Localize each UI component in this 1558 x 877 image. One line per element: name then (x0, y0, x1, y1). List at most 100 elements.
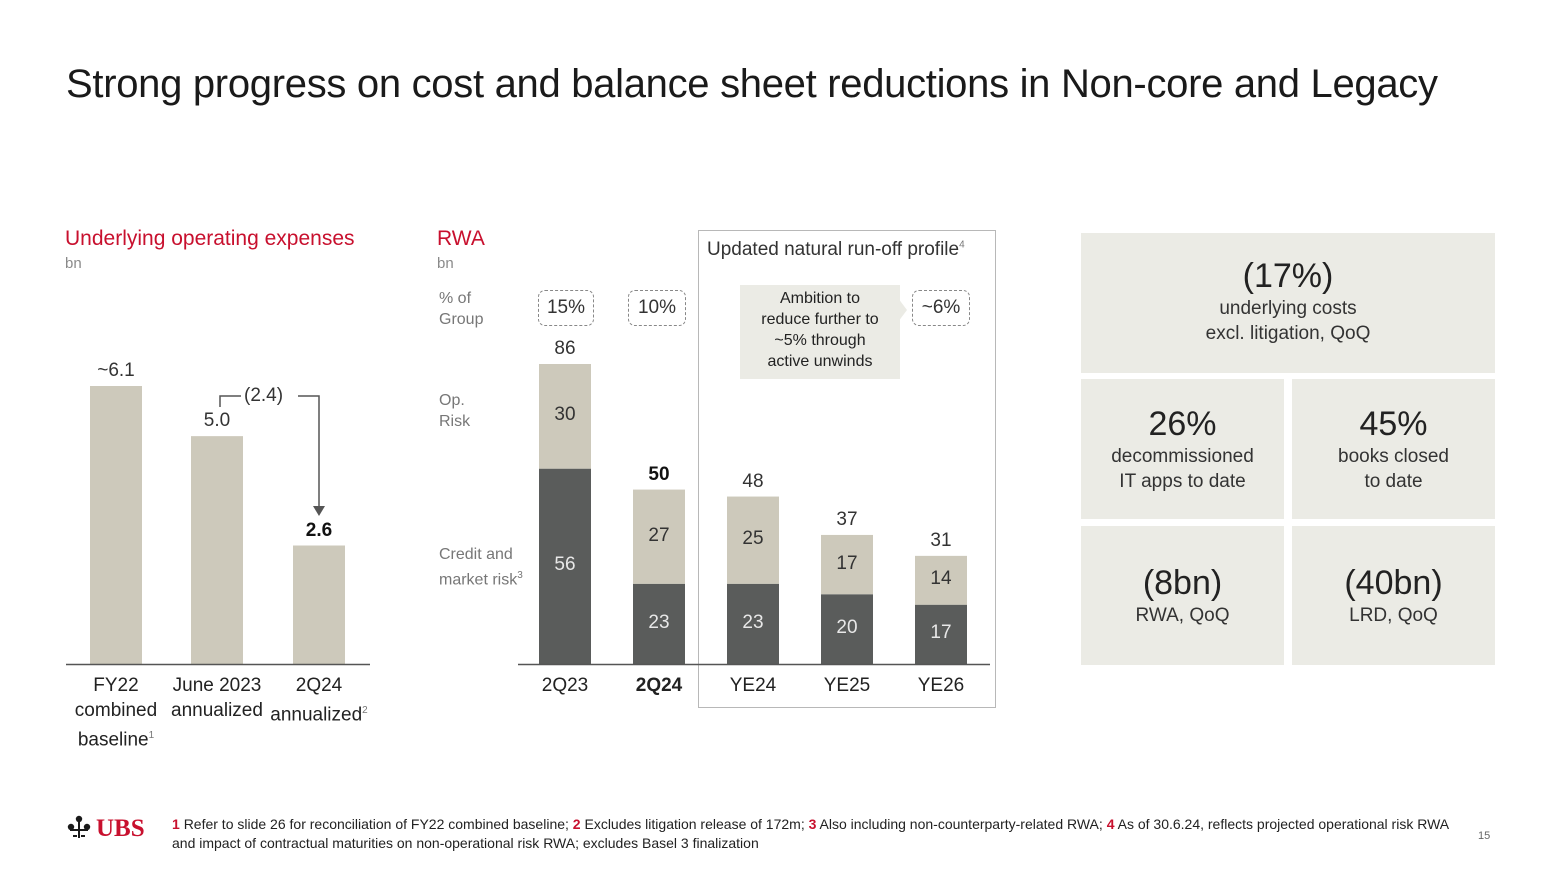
rwa-segment-label: 14 (930, 568, 952, 590)
rwa-segment-label: 25 (742, 528, 764, 550)
kpi-value: 45% (1359, 405, 1428, 443)
kpi-desc-line: underlying costs (1219, 298, 1357, 319)
row-label-pct-group: % of Group (439, 288, 483, 330)
rwa-segment-0-2 (727, 583, 779, 664)
row-label-line: Op. (439, 392, 465, 409)
category-line: combined (74, 700, 158, 721)
rwa-segment-1-0 (539, 364, 591, 469)
page-title: Strong progress on cost and balance shee… (66, 62, 1438, 106)
row-label-line: Credit and (439, 546, 513, 563)
rwa-segment-0-1 (633, 583, 685, 664)
opex-bar-0 (90, 386, 142, 664)
rwa-segment-label: 27 (648, 524, 670, 546)
rwa-segment-label: 17 (930, 622, 952, 644)
rwa-segment-1-4 (915, 555, 967, 605)
row-label-op-risk: Op. Risk (439, 390, 470, 432)
rwa-segment-0-0 (539, 468, 591, 664)
rwa-total-label: 31 (930, 529, 952, 551)
category-line: baseline1 (77, 729, 155, 751)
opex-unit: bn (65, 255, 82, 272)
category-line: FY22 (93, 675, 139, 696)
opex-title: Underlying operating expenses (65, 227, 355, 250)
rwa-total-label: 48 (742, 470, 764, 492)
pct-badge-2q23: 15% (538, 290, 594, 326)
rwa-segment-1-1 (633, 489, 685, 584)
opex-category-label: June 2023 annualized (165, 673, 269, 723)
rwa-segment-label: 23 (742, 611, 764, 633)
opex-chart (66, 386, 370, 666)
ubs-logo: UBS (64, 814, 145, 843)
callout-line: ~5% through (774, 332, 866, 349)
opex-bars (90, 386, 345, 664)
callout-line: Ambition to (779, 290, 861, 307)
delta-arrow-head (313, 506, 325, 516)
category-line: annualized2 (270, 704, 368, 726)
row-label-line: % of (439, 290, 472, 307)
kpi-desc-line: books closed (1338, 446, 1449, 467)
rwa-segment-label: 56 (554, 554, 576, 576)
runoff-box-title: Updated natural run-off profile4 (707, 239, 965, 261)
kpi-desc-line: RWA, QoQ (1135, 605, 1230, 626)
logo-text: UBS (96, 815, 145, 842)
footnotes: 1 Refer to slide 26 for reconciliation o… (172, 815, 1462, 853)
kpi-value: (8bn) (1142, 564, 1223, 602)
rwa-segment-1-3 (821, 534, 873, 595)
rwa-chart (518, 364, 990, 666)
callout-line: reduce further to (761, 311, 879, 328)
footnote-ref: 4 (959, 239, 965, 251)
ambition-callout: Ambition to reduce further to ~5% throug… (740, 285, 900, 379)
rwa-segment-label: 30 (554, 404, 576, 426)
callout-pointer (898, 298, 907, 322)
footnote-num: 4 (1106, 816, 1115, 832)
opex-category-label: FY22 combined baseline1 (64, 673, 168, 752)
category-line: annualized (171, 700, 263, 721)
rwa-segment-1-2 (727, 496, 779, 584)
rwa-unit: bn (437, 255, 454, 272)
row-label-line: market risk (439, 571, 518, 589)
delta-bracket-right (298, 395, 320, 508)
opex-value-label: 2.6 (305, 519, 333, 541)
row-label-line: Risk (439, 413, 471, 430)
opex-bar-1 (191, 436, 243, 664)
opex-bar-2 (293, 545, 345, 664)
footnote-ref: 2 (362, 705, 368, 716)
callout-line: active unwinds (767, 353, 873, 370)
rwa-category-label: YE24 (729, 675, 777, 696)
rwa-category-label: YE25 (823, 675, 871, 696)
keys-icon (67, 815, 91, 838)
footnote-ref: 1 (148, 730, 155, 741)
opex-category-label: 2Q24 annualized2 (267, 673, 371, 727)
footnote-text: Excludes litigation release of 172m; (584, 816, 805, 832)
kpi-lrd-qoq: (40bn) LRD, QoQ (1292, 526, 1495, 665)
category-line: June 2023 (172, 675, 262, 696)
kpi-value: (40bn) (1344, 564, 1443, 602)
kpi-value: (17%) (1242, 257, 1334, 295)
kpi-desc-line: IT apps to date (1119, 471, 1246, 492)
kpi-value: 26% (1148, 405, 1217, 443)
pct-badge-ye26: ~6% (912, 290, 970, 326)
rwa-title: RWA (437, 227, 485, 250)
rwa-category-label: 2Q23 (541, 675, 589, 696)
runoff-box-title-text: Updated natural run-off profile (707, 239, 960, 260)
footnote-num: 3 (808, 816, 817, 832)
footnote-num: 1 (172, 816, 180, 832)
kpi-rwa-qoq: (8bn) RWA, QoQ (1081, 526, 1284, 665)
footnote-ref: 3 (517, 570, 523, 581)
row-label-credit: Credit and market risk3 (439, 544, 523, 590)
rwa-bars (539, 364, 967, 664)
kpi-decommissioned: 26% decommissioned IT apps to date (1081, 379, 1284, 519)
rwa-segment-label: 23 (648, 611, 670, 633)
rwa-category-label: 2Q24 (635, 675, 683, 696)
delta-bracket-left (219, 395, 241, 407)
kpi-desc-line: excl. litigation, QoQ (1205, 323, 1371, 344)
kpi-desc-line: to date (1364, 471, 1423, 492)
opex-delta-label: (2.4) (244, 385, 284, 406)
footnote-text: As of 30.6.24, reflects projected operat… (172, 816, 1449, 851)
opex-value-label: 5.0 (203, 410, 231, 432)
footnote-num: 2 (572, 816, 581, 832)
page-number: 15 (1478, 830, 1491, 842)
category-line: 2Q24 (295, 675, 343, 696)
rwa-total-label: 86 (554, 338, 576, 359)
kpi-desc-line: LRD, QoQ (1349, 605, 1438, 626)
kpi-desc-line: decommissioned (1111, 446, 1254, 467)
